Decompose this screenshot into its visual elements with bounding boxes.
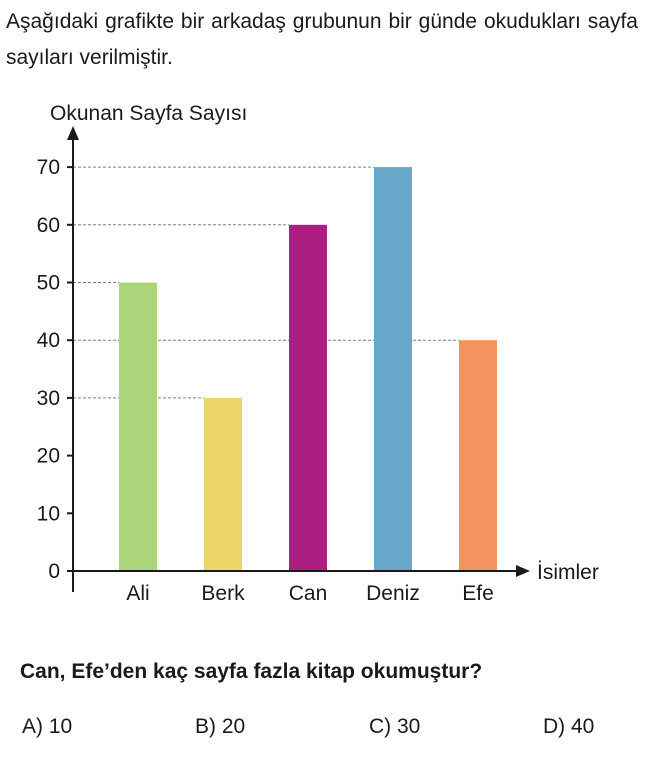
option-d[interactable]: D) 40 <box>543 715 595 738</box>
x-axis-label: İsimler <box>537 561 599 584</box>
y-tick-label-0: 0 <box>48 560 60 583</box>
y-tick-label-60: 60 <box>37 214 60 237</box>
option-b[interactable]: B) 20 <box>195 715 246 738</box>
bar-chart: Okunan Sayfa Sayısı İsimler 0 10 20 30 40 50 6… <box>37 102 599 605</box>
y-tick-label-30: 30 <box>37 387 60 410</box>
bar-ali <box>119 282 157 571</box>
x-tick-labels: Ali Berk Can Deniz Efe <box>126 582 493 605</box>
x-tick-label-deniz: Deniz <box>366 582 420 605</box>
bar-deniz <box>374 167 412 571</box>
y-tick-label-50: 50 <box>37 272 60 295</box>
x-tick-label-berk: Berk <box>201 582 245 605</box>
bar-efe <box>459 340 497 571</box>
x-axis-arrowhead <box>516 565 530 577</box>
y-tick-label-20: 20 <box>37 445 60 468</box>
y-ticks: 0 10 20 30 40 50 60 70 <box>37 156 73 583</box>
y-axis-label: Okunan Sayfa Sayısı <box>50 102 247 125</box>
y-tick-label-10: 10 <box>37 502 60 525</box>
x-tick-label-efe: Efe <box>462 582 494 605</box>
question-text: Can, Efe’den kaç sayfa fazla kitap okumu… <box>20 660 483 683</box>
y-tick-label-40: 40 <box>37 329 60 352</box>
x-tick-label-ali: Ali <box>126 582 149 605</box>
y-axis-arrowhead <box>67 126 79 140</box>
intro-text: Aşağıdaki grafikte bir arkadaş grubunun … <box>6 10 638 69</box>
y-tick-label-70: 70 <box>37 156 60 179</box>
option-c[interactable]: C) 30 <box>369 715 421 738</box>
bar-can <box>289 224 327 572</box>
x-tick-label-can: Can <box>289 582 328 605</box>
option-a[interactable]: A) 10 <box>22 715 73 738</box>
bar-berk <box>204 397 242 571</box>
bars <box>119 167 497 572</box>
